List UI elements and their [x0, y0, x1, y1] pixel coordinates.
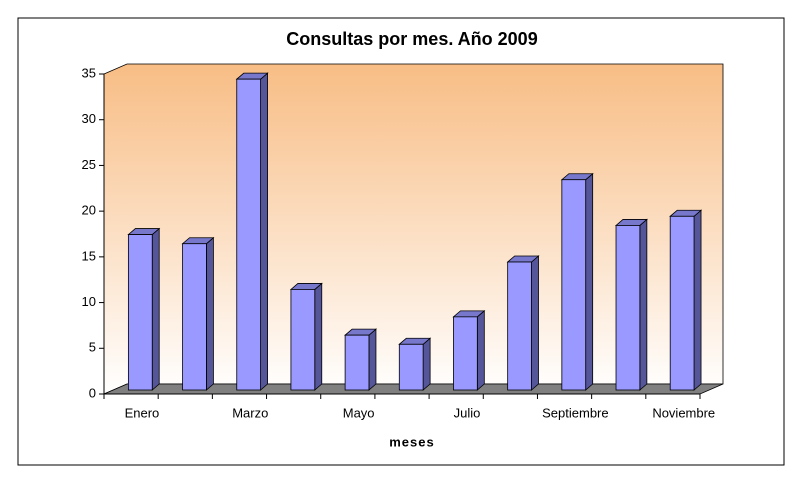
bar	[290, 289, 316, 391]
bar-side	[531, 255, 539, 391]
bar	[127, 234, 153, 391]
bar-side	[206, 236, 214, 391]
y-tick-label: 25	[82, 157, 96, 172]
bar	[236, 78, 261, 391]
chart-title: Consultas por mes. Año 2009	[286, 29, 537, 49]
bar	[398, 343, 424, 391]
bar-side	[368, 328, 377, 391]
x-tick-label: Marzo	[232, 405, 268, 420]
y-tick-label: 0	[89, 385, 96, 400]
bar-side	[314, 282, 323, 391]
y-tick-label: 15	[82, 248, 96, 263]
y-tick-label: 20	[82, 203, 96, 218]
bar-side	[639, 218, 648, 391]
bar-side	[585, 172, 594, 391]
bar-side	[260, 72, 268, 391]
y-tick-label: 10	[82, 294, 96, 309]
bar-side	[422, 337, 431, 391]
bar-side	[693, 209, 702, 391]
x-tick-label: Enero	[125, 405, 160, 420]
bar-side	[151, 227, 160, 391]
bar	[507, 261, 532, 391]
bar	[615, 225, 641, 391]
x-tick-label: Julio	[454, 405, 481, 420]
bar	[561, 179, 587, 391]
x-axis-label: meses	[389, 434, 434, 449]
bar	[453, 316, 478, 391]
y-tick-label: 35	[82, 65, 96, 80]
y-tick-label: 5	[89, 340, 96, 355]
x-tick-label: Septiembre	[542, 405, 608, 420]
x-tick-label: Mayo	[343, 405, 375, 420]
x-tick-label: Noviembre	[652, 405, 715, 420]
bar	[182, 243, 207, 391]
bar	[344, 334, 370, 391]
y-tick-label: 30	[82, 111, 96, 126]
bar	[669, 215, 695, 391]
bar-side	[476, 309, 485, 391]
